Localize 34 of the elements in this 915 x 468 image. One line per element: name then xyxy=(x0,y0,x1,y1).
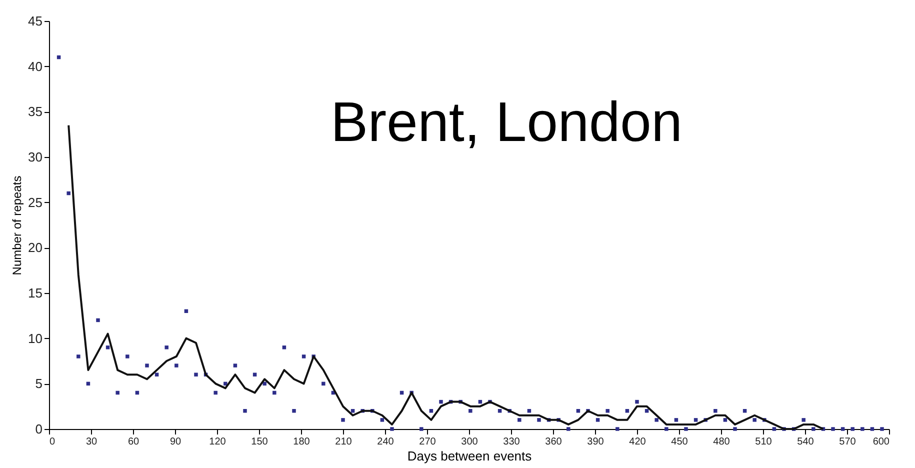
y-tick-label: 0 xyxy=(35,422,42,436)
x-tick-label: 420 xyxy=(629,436,646,448)
x-tick-label: 90 xyxy=(170,436,182,448)
x-tick-label: 30 xyxy=(86,436,98,448)
x-axis-title: Days between events xyxy=(407,448,532,464)
x-tick-label: 390 xyxy=(587,436,604,448)
x-tick-label: 240 xyxy=(377,436,394,448)
x-tick-label: 150 xyxy=(251,436,268,448)
y-tick-label: 25 xyxy=(28,194,42,210)
x-tick-label: 540 xyxy=(797,436,814,448)
x-tick-label: 570 xyxy=(839,436,856,448)
x-tick-label: 120 xyxy=(209,436,226,448)
x-tick-label: 210 xyxy=(335,436,352,448)
x-tick-label: 180 xyxy=(293,436,310,448)
x-tick-label: 270 xyxy=(419,436,436,448)
x-tick-label: 450 xyxy=(671,436,688,448)
y-tick-label: 20 xyxy=(28,240,42,256)
y-tick-label: 10 xyxy=(28,330,42,346)
y-tick-label: 5 xyxy=(35,376,42,392)
x-tick-label: 360 xyxy=(545,436,562,448)
y-tick-label: 40 xyxy=(28,58,42,74)
x-tick-label: 300 xyxy=(461,436,478,448)
x-tick-label: 60 xyxy=(128,436,140,448)
text: Brent, London xyxy=(330,90,682,153)
x-tick-label: 0 xyxy=(50,436,56,448)
x-tick-label: 480 xyxy=(713,436,730,448)
x-tick-label: 330 xyxy=(503,436,520,448)
y-tick-label: 45 xyxy=(28,14,42,28)
y-tick-label: 35 xyxy=(28,104,42,120)
y-axis-title: Number of repeats xyxy=(10,176,24,276)
x-tick-label: 510 xyxy=(755,436,772,448)
x-tick-label: 600 xyxy=(872,436,890,448)
y-tick-label: 30 xyxy=(28,150,42,164)
y-tick-label: 15 xyxy=(28,286,42,300)
